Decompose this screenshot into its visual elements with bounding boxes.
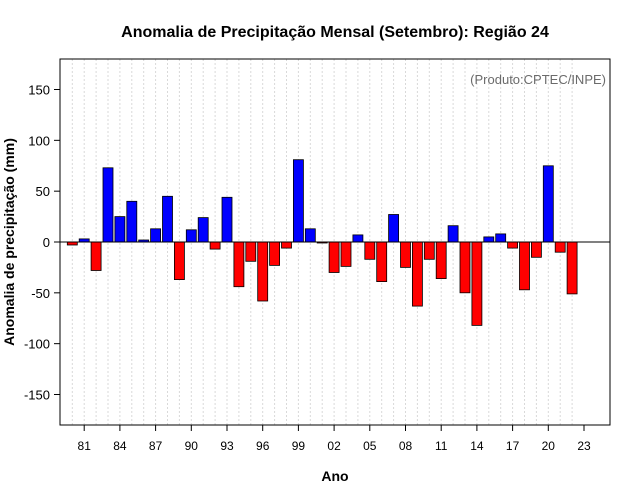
bar-1994 [233, 241, 245, 288]
bar-1989 [173, 241, 185, 280]
bar-2010 [423, 241, 435, 260]
x-tick-label: 93 [220, 439, 234, 453]
bar-2006 [376, 241, 388, 282]
bar-1983 [102, 167, 114, 243]
bar-2012 [447, 225, 459, 243]
bar-1998 [281, 241, 292, 249]
bar-1990 [185, 229, 197, 243]
bar-2011 [435, 241, 447, 279]
bar-2005 [364, 241, 376, 260]
bar-1996 [257, 241, 269, 302]
bar-2014 [471, 241, 483, 326]
x-tick-label: 23 [577, 439, 591, 453]
y-axis-label: Anomalia de precipitação (mm) [1, 138, 17, 346]
x-tick-label: 05 [363, 439, 377, 453]
bar-1993 [221, 196, 233, 243]
bar-2002 [328, 241, 340, 273]
bar-2003 [340, 241, 352, 267]
bar-1988 [162, 195, 173, 243]
bar-1987 [150, 228, 162, 243]
x-tick-label: 14 [470, 439, 484, 453]
bar-2020 [542, 165, 554, 243]
bar-1984 [114, 216, 126, 243]
bar-1999 [292, 159, 304, 243]
x-tick-label: 99 [292, 439, 306, 453]
bar-2009 [411, 241, 423, 307]
bar-1985 [126, 200, 138, 243]
y-tick-label: 100 [28, 133, 50, 148]
x-tick-label: 20 [542, 439, 556, 453]
bars [66, 159, 578, 326]
bar-2008 [400, 241, 411, 268]
bar-1997 [269, 241, 281, 266]
x-tick-label: 84 [113, 439, 127, 453]
y-axis: -150 -100 -50 0 50 100 150 [24, 83, 60, 403]
x-tick-label: 87 [149, 439, 163, 453]
bar-2021 [554, 241, 566, 253]
bar-1991 [197, 217, 209, 243]
bar-2013 [459, 241, 471, 294]
y-tick-label: 0 [43, 235, 50, 250]
x-tick-label: 90 [185, 439, 199, 453]
y-tick-label: -150 [24, 388, 50, 403]
y-tick-label: -50 [31, 286, 50, 301]
y-tick-label: 150 [28, 83, 50, 98]
x-tick-label: 08 [399, 439, 413, 453]
bar-2022 [566, 241, 578, 295]
x-axis-label: Ano [321, 468, 348, 484]
y-tick-label: 50 [36, 184, 50, 199]
y-tick-label: -100 [24, 337, 50, 352]
bar-2016 [495, 233, 507, 243]
grid [71, 59, 573, 425]
x-tick-label: 11 [435, 439, 448, 453]
bar-1982 [90, 241, 102, 271]
x-tick-label: 02 [327, 439, 341, 453]
bar-2000 [304, 228, 316, 243]
x-tick-label: 96 [256, 439, 270, 453]
bar-2019 [531, 241, 542, 258]
bar-2015 [483, 236, 495, 243]
chart-title: Anomalia de Precipitação Mensal (Setembr… [121, 24, 549, 41]
x-tick-label: 81 [78, 439, 92, 453]
bar-2007 [388, 214, 400, 243]
bar-2018 [519, 241, 530, 291]
bar-2004 [352, 234, 364, 243]
bar-1992 [209, 241, 221, 250]
bar-1995 [245, 241, 257, 262]
x-axis: 81 84 87 90 93 96 99 02 05 08 11 14 17 20 23 [78, 425, 591, 453]
credit-text: (Produto:CPTEC/INPE) [470, 72, 606, 87]
x-tick-label: 17 [506, 439, 520, 453]
bar-2017 [507, 241, 519, 249]
